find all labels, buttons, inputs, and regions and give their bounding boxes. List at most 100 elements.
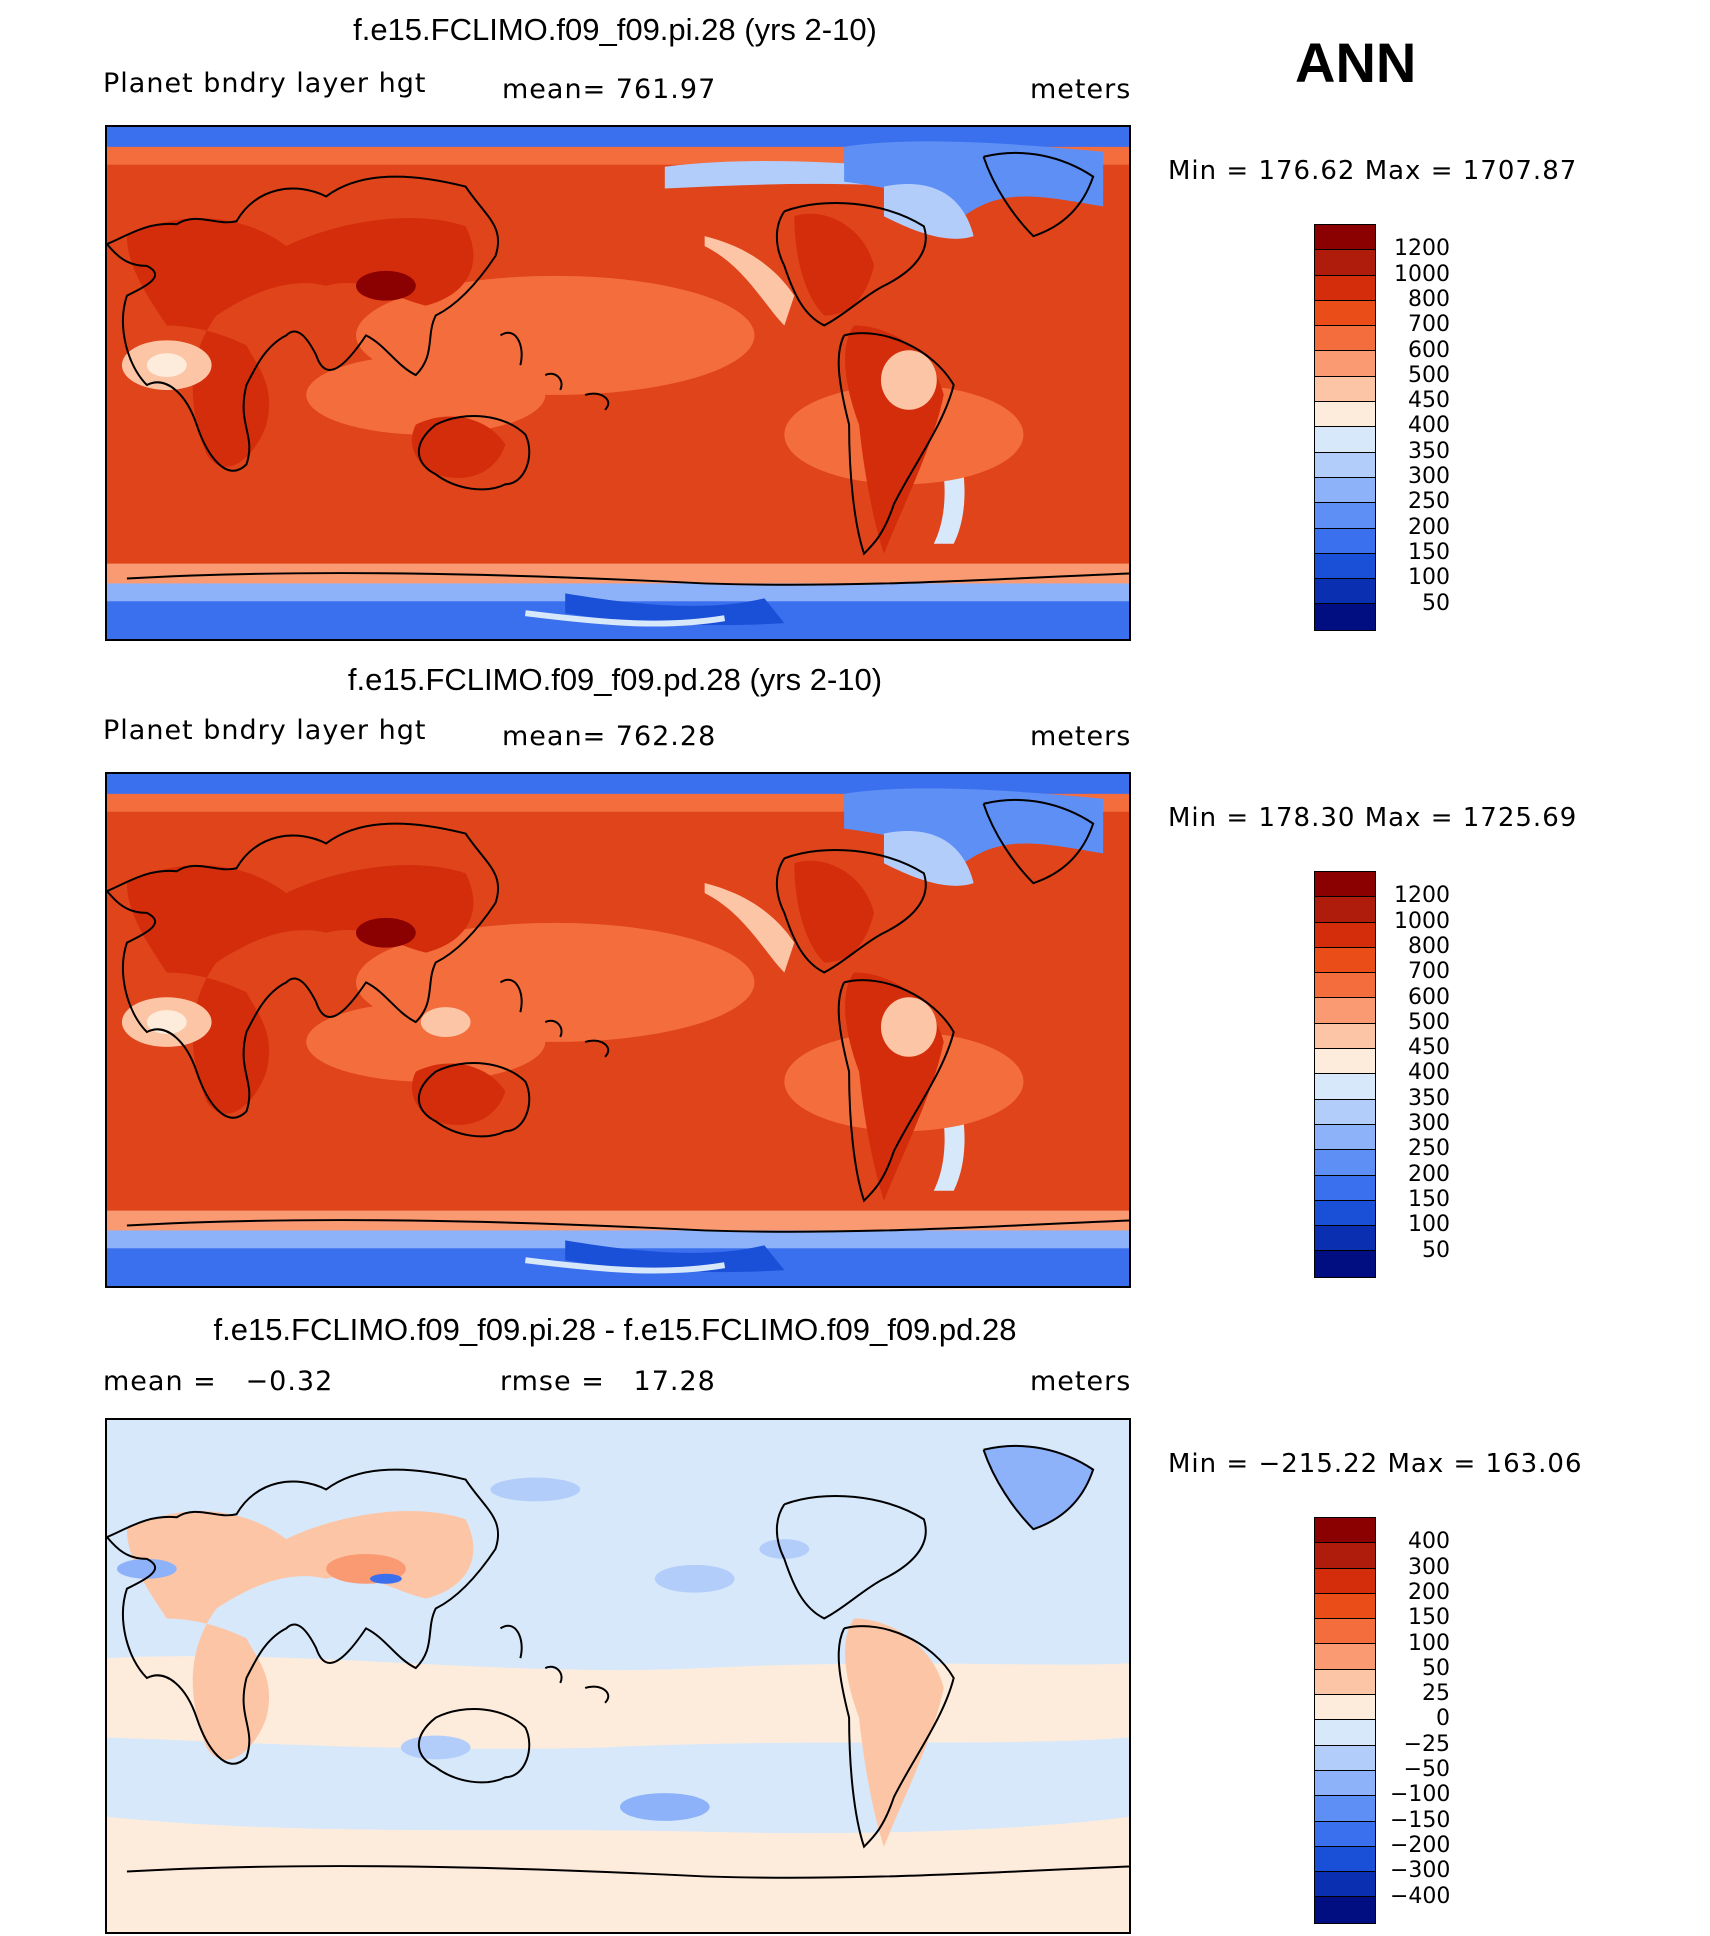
colorbar-segment [1315,1150,1375,1176]
colorbar-segment [1315,947,1375,974]
colorbar-tick-label: −400 [1390,1883,1451,1909]
colorbar-tick-label: 300 [1408,1554,1450,1580]
colorbar-segment [1315,1518,1375,1544]
colorbar-tick-label: 1000 [1394,908,1450,934]
colorbar-segment [1315,579,1375,605]
colorbar-tick-label: 50 [1422,590,1450,616]
colorbar-tick-label: 25 [1422,1681,1450,1707]
colorbar-tick-label: 50 [1422,1655,1450,1681]
colorbar-segment [1315,1770,1375,1797]
panel-1-colorbar [1314,224,1376,631]
colorbar-tick-label: −200 [1390,1832,1451,1858]
colorbar-tick-label: −300 [1390,1858,1451,1884]
colorbar-tick-label: 500 [1408,362,1450,388]
panel-3-mean-label: mean = −0.32 [103,1366,334,1397]
colorbar-segment [1315,300,1375,327]
colorbar-segment [1315,1226,1375,1252]
colorbar-segment [1315,1099,1375,1125]
colorbar-tick-label: −25 [1403,1731,1450,1757]
colorbar-tick-label: 700 [1408,312,1450,338]
colorbar-segment [1315,553,1375,580]
panel-3-title: f.e15.FCLIMO.f09_f09.pi.28 - f.e15.FCLIM… [213,1312,1017,1347]
panel-1-minmax: Min = 176.62 Max = 1707.87 [1168,156,1578,186]
season-label: ANN [1295,31,1417,94]
colorbar-tick-label: 450 [1408,1035,1450,1061]
colorbar-tick-label: 300 [1408,464,1450,489]
panel-1-map [105,125,1131,641]
panel-1-map-svg [107,127,1129,639]
colorbar-segment [1315,503,1375,529]
colorbar-tick-label: 1200 [1394,883,1450,909]
colorbar-segment [1315,326,1375,352]
colorbar-segment [1315,1745,1375,1771]
colorbar-tick-label: 400 [1408,413,1450,439]
panel-2-map-svg [107,774,1129,1286]
colorbar-segment [1315,1897,1375,1923]
colorbar-tick-label: 400 [1408,1060,1450,1086]
colorbar-segment [1315,1049,1375,1075]
colorbar-tick-label: 800 [1408,933,1450,959]
colorbar-segment [1315,1796,1375,1822]
colorbar-segment [1315,402,1375,428]
colorbar-segment [1315,1669,1375,1696]
colorbar-tick-label: 50 [1422,1237,1450,1263]
colorbar-tick-label: 200 [1408,1161,1450,1187]
panel-3-map [105,1418,1131,1934]
colorbar-tick-label: 150 [1408,1605,1450,1631]
panel-2-minmax: Min = 178.30 Max = 1725.69 [1168,803,1578,833]
colorbar-segment [1315,1124,1375,1151]
panel-3-colorbar [1314,1517,1376,1924]
colorbar-tick-label: 700 [1408,959,1450,985]
colorbar-segment [1315,225,1375,251]
colorbar-segment [1315,1251,1375,1277]
colorbar-segment [1315,1619,1375,1645]
panel-3-map-svg [107,1420,1129,1932]
colorbar-tick-label: 350 [1408,438,1450,464]
colorbar-segment [1315,1644,1375,1670]
colorbar-segment [1315,922,1375,948]
colorbar-tick-label: 350 [1408,1085,1450,1111]
colorbar-segment [1315,1200,1375,1227]
colorbar-tick-label: −50 [1403,1757,1450,1782]
colorbar-tick-label: 150 [1408,539,1450,565]
colorbar-segment [1315,897,1375,923]
colorbar-tick-label: 1000 [1394,261,1450,287]
colorbar-segment [1315,1695,1375,1721]
colorbar-segment [1315,452,1375,478]
colorbar-segment [1315,1821,1375,1847]
colorbar-tick-label: 200 [1408,1579,1450,1605]
colorbar-tick-label: 250 [1408,1136,1450,1162]
colorbar-segment [1315,376,1375,403]
colorbar-tick-label: 600 [1408,337,1450,363]
colorbar-tick-label: 1200 [1394,236,1450,262]
colorbar-tick-label: 200 [1408,514,1450,540]
colorbar-tick-label: 300 [1408,1111,1450,1136]
colorbar-segment [1315,872,1375,898]
colorbar-segment [1315,973,1375,999]
panel-1-title: f.e15.FCLIMO.f09_f09.pi.28 (yrs 2-10) [353,12,877,47]
colorbar-segment [1315,998,1375,1024]
panel-2-units-label: meters [1030,721,1132,752]
colorbar-segment [1315,1846,1375,1873]
colorbar-segment [1315,1175,1375,1201]
colorbar-segment [1315,1074,1375,1100]
colorbar-segment [1315,1593,1375,1620]
colorbar-tick-label: −150 [1390,1807,1451,1833]
colorbar-segment [1315,1023,1375,1050]
panel-2-colorbar [1314,871,1376,1278]
colorbar-segment [1315,477,1375,504]
colorbar-tick-label: 400 [1408,1529,1450,1555]
colorbar-tick-label: 100 [1408,565,1450,591]
colorbar-tick-label: 250 [1408,489,1450,515]
colorbar-segment [1315,1543,1375,1569]
colorbar-tick-label: 800 [1408,286,1450,312]
colorbar-segment [1315,1872,1375,1898]
panel-1-units-label: meters [1030,74,1132,105]
colorbar-segment [1315,275,1375,301]
colorbar-tick-label: 100 [1408,1630,1450,1656]
panel-3-minmax: Min = −215.22 Max = 163.06 [1168,1449,1583,1479]
panel-2-map [105,772,1131,1288]
panel-1-variable-label: Planet bndry layer hgt [103,68,427,99]
colorbar-tick-label: 0 [1436,1706,1450,1732]
colorbar-tick-label: 100 [1408,1212,1450,1238]
